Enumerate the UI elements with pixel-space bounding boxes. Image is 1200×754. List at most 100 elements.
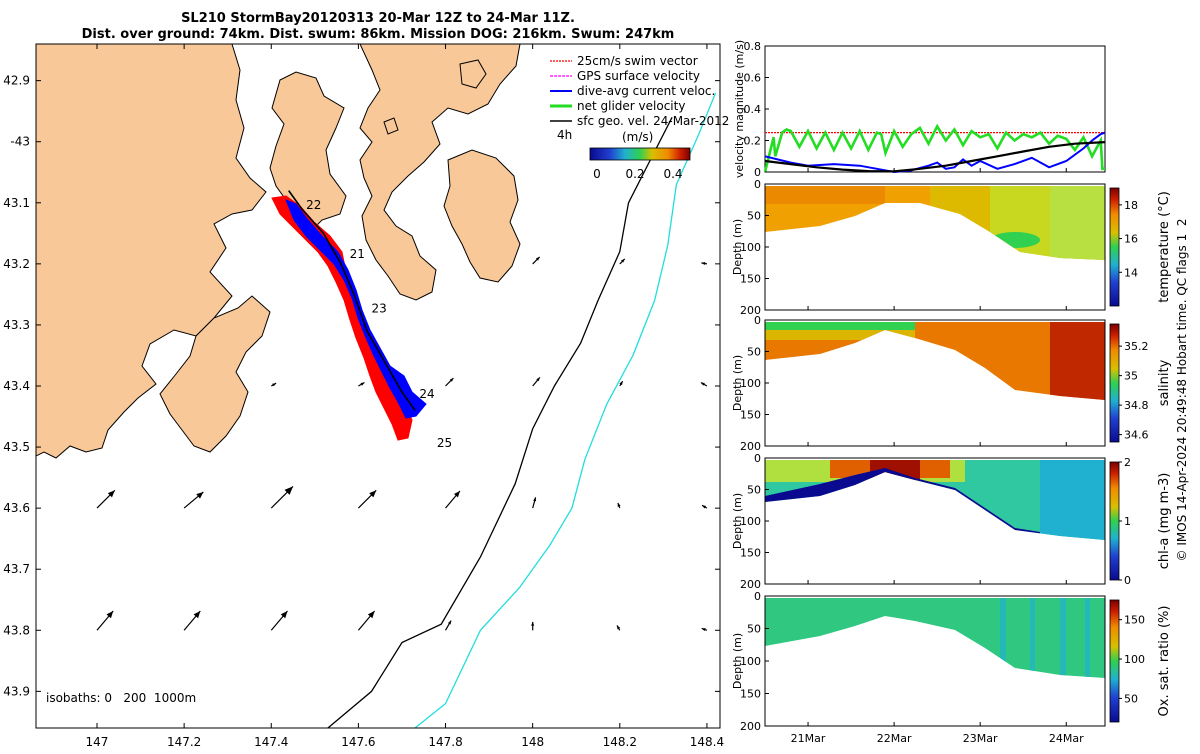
oxygen-panel <box>764 595 1106 727</box>
current-arrow <box>701 627 708 632</box>
day-label-24: 24 <box>419 387 434 401</box>
interval-label: 4h <box>557 128 572 142</box>
depth-tick-label: 200 <box>740 720 761 733</box>
current-arrow-head <box>621 258 625 263</box>
current-arrow <box>357 610 376 631</box>
depth-axis-label: Depth (m) <box>731 493 744 549</box>
map-y-tick-label: 42.9 <box>3 74 30 88</box>
depth-tick-label: 0 <box>754 590 761 603</box>
current-arrow <box>445 490 461 509</box>
map-y-tick-label: 43.1 <box>3 196 30 210</box>
current-arrow-head <box>536 377 540 382</box>
current-arrow <box>270 382 277 387</box>
map-y-tick-label: 43.5 <box>3 440 30 454</box>
current-arrow-head <box>531 621 535 626</box>
colorbar-tick-label: 18 <box>1124 199 1138 212</box>
current-arrow-head <box>272 383 277 387</box>
depth-tick-label: 50 <box>747 484 761 497</box>
dive-avg-current-band <box>285 199 427 419</box>
depth-tick-label: 100 <box>740 655 761 668</box>
colorbar-tick-label: 16 <box>1124 233 1138 246</box>
current-arrow <box>183 491 204 509</box>
colorbar-tick-label: 2 <box>1124 456 1131 469</box>
time-tick-label: 24Mar <box>1049 732 1084 745</box>
land-tasman-peninsula <box>159 295 271 453</box>
map-x-tick-label: 147 <box>86 735 109 749</box>
current-arrow-head <box>107 490 115 498</box>
colorbar-tick-label: 35.2 <box>1124 340 1149 353</box>
colorbar-tick-label: 150 <box>1124 614 1145 627</box>
current-arrow-head <box>535 256 540 261</box>
colorbar-tick-label: 0 <box>1124 574 1131 587</box>
current-arrow <box>444 620 452 631</box>
current-arrow-head <box>533 497 537 502</box>
colorbar-label-chl-a: chl-a (mg m-3) <box>1157 473 1172 570</box>
day-label-25: 25 <box>437 436 452 450</box>
depth-tick-label: 100 <box>740 241 761 254</box>
colorbar-label-oxygen: Ox. sat. ratio (%) <box>1157 606 1172 717</box>
current-arrow-head <box>449 378 454 382</box>
time-tick-label: 22Mar <box>877 732 912 745</box>
depth-tick-label: 150 <box>740 273 761 286</box>
depth-tick-label: 0 <box>754 178 761 191</box>
velocity-panel: 0 0.2 0.4 0.6 0.8 velocity magnitude (m/s) <box>733 40 1106 179</box>
legend-label-1: GPS surface velocity <box>577 69 700 83</box>
land-north-east <box>359 44 521 301</box>
colorbar-label-temperature: temperature (°C) <box>1157 191 1172 303</box>
isobath-200m <box>327 117 673 728</box>
map-y-tick-label: 43.6 <box>3 501 30 515</box>
salinity-mid-surface <box>765 330 915 340</box>
depth-tick-label: 50 <box>747 346 761 359</box>
current-arrow <box>183 610 201 631</box>
current-arrow-head <box>701 628 706 632</box>
velocity-y-tick-label: 0.6 <box>744 72 762 85</box>
legend-label-2: dive-avg current veloc. <box>577 84 715 98</box>
depth-tick-label: 200 <box>740 578 761 591</box>
depth-tick-label: 100 <box>740 377 761 390</box>
velocity-y-tick-label: 0.2 <box>744 135 762 148</box>
oxygen-stripe-4 <box>1085 598 1090 678</box>
oxygen-stripe-1 <box>1000 598 1006 678</box>
day-label-22: 22 <box>306 198 321 212</box>
current-arrow <box>701 504 708 509</box>
velocity-y-ticks: 0 0.2 0.4 0.6 0.8 <box>744 40 769 179</box>
map-y-tick-label: 43.7 <box>3 562 30 576</box>
colorbar-salinity <box>1109 323 1120 443</box>
current-arrow-head <box>617 502 621 507</box>
depth-tick-label: 150 <box>740 409 761 422</box>
colorbar-label-salinity: salinity <box>1157 359 1172 406</box>
map-colorbar-tick-1: 0.2 <box>625 167 644 181</box>
map-panel: 22 21 23 24 25 147 147.2 147.4 147.6 147.8 148 148… <box>3 43 729 749</box>
velocity-series <box>763 123 1106 174</box>
velocity-frame <box>764 45 1106 173</box>
depth-tick-label: 150 <box>740 688 761 701</box>
current-arrow-head <box>453 490 460 498</box>
day-label-21: 21 <box>350 247 365 261</box>
colorbar-tick-label: 14 <box>1124 266 1138 279</box>
current-arrow-head <box>369 490 377 498</box>
map-x-tick-label: 147.4 <box>254 735 288 749</box>
depth-axis-label: Depth (m) <box>731 219 744 275</box>
glider-track-group <box>271 190 427 441</box>
map-x-tick-label: 148.2 <box>603 735 637 749</box>
swim-vector-band <box>271 195 413 441</box>
velocity-ylabel: velocity magnitude (m/s) <box>733 40 746 178</box>
land-islet-1 <box>459 59 487 89</box>
map-colorbar-tick-2: 0.4 <box>663 167 682 181</box>
chl-east <box>1040 460 1105 540</box>
legend-label-4: sfc geo. vel. 24-Mar-2012 <box>577 114 729 128</box>
colorbar-oxygen <box>1109 599 1120 723</box>
current-arrow <box>531 621 535 631</box>
current-arrow <box>701 261 708 266</box>
land-peninsula-upper <box>269 71 347 235</box>
current-arrow-head <box>284 486 294 495</box>
current-arrow <box>700 381 708 387</box>
velocity-series-green <box>763 123 1105 173</box>
depth-tick-label: 200 <box>740 304 761 317</box>
map-colorbar <box>589 147 691 161</box>
current-arrow <box>358 381 365 387</box>
colorbar-tick-label: 100 <box>1124 653 1145 666</box>
oxygen-stripe-2 <box>1030 598 1035 678</box>
